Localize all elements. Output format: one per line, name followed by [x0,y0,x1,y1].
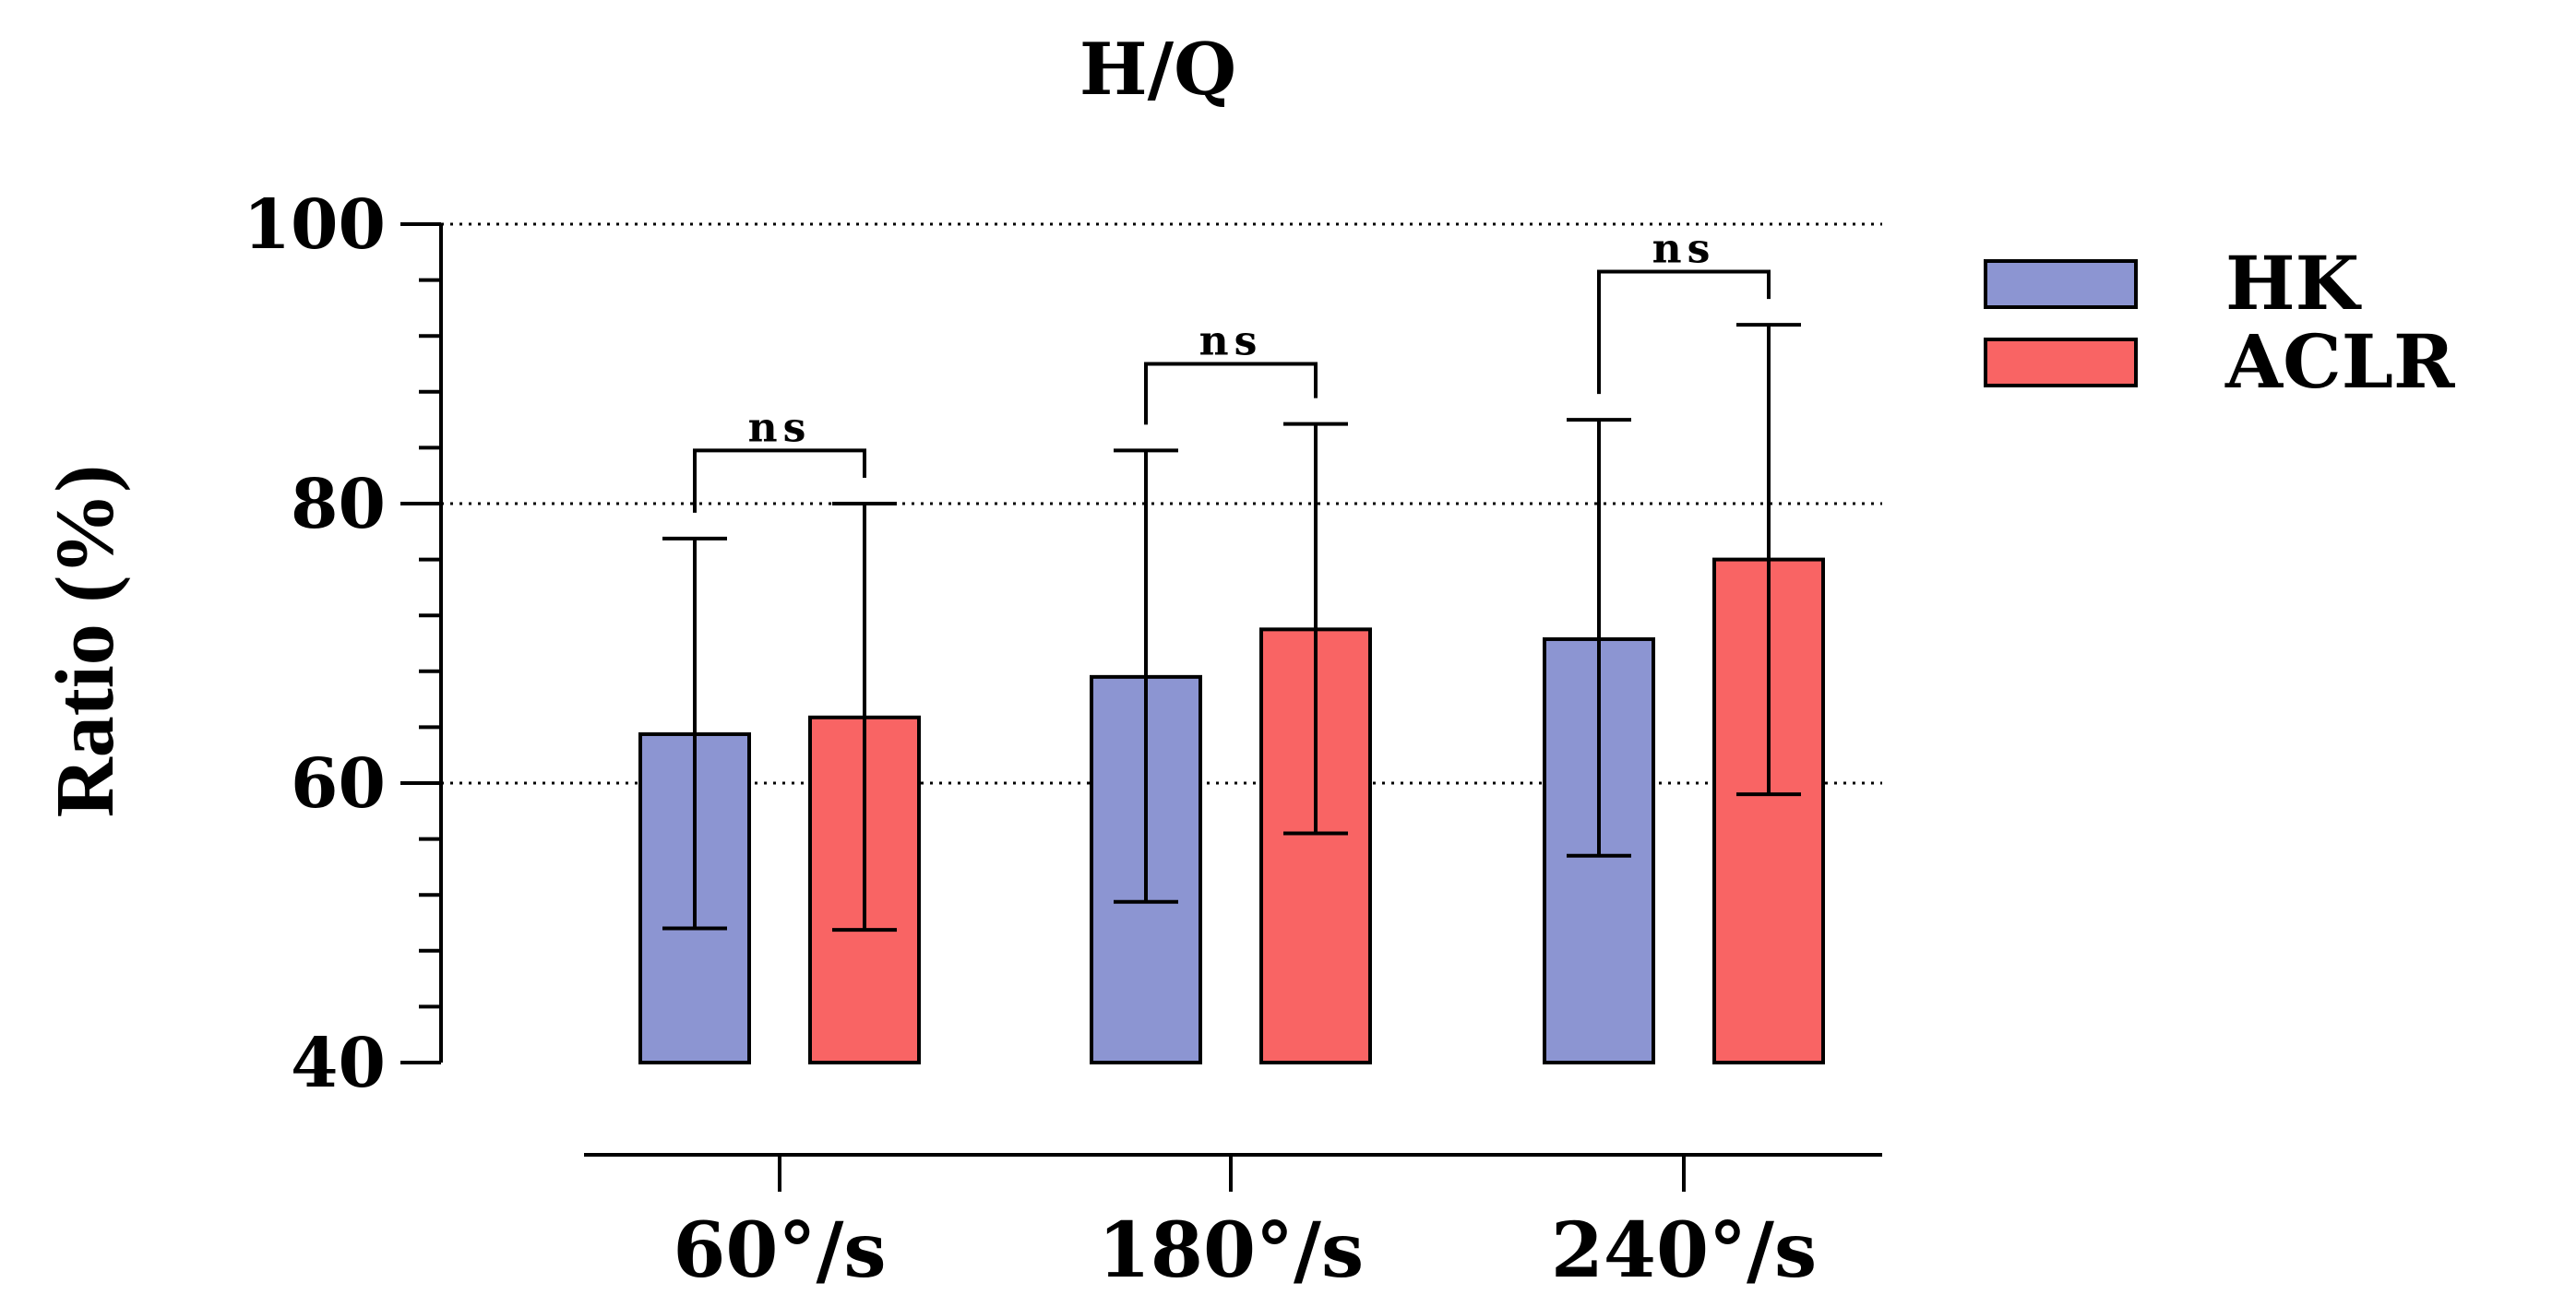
legend-label-aclr: ACLR [2224,318,2455,405]
significance-brackets: ns ns ns [693,226,1771,513]
significance-label: ns [1652,226,1716,273]
y-tick-label: 40 [291,1024,386,1103]
x-tick-label: 60°/s [673,1206,886,1295]
legend-swatch-hk [1984,259,2138,309]
significance-label: ns [748,404,812,451]
significance-bracket [693,448,866,513]
x-tick-label: 180°/s [1098,1206,1364,1295]
significance-bracket [1597,269,1771,395]
bar-aclr [1712,557,1825,1064]
significance-bracket [1144,362,1318,425]
y-axis-label: Ratio (%) [40,465,131,817]
y-tick-label: 80 [291,465,386,544]
x-axis: 60°/s 180°/s 240°/s [584,1153,1882,1295]
error-bars [662,323,1801,933]
y-tick-label: 100 [244,185,386,265]
x-tick-label: 240°/s [1551,1206,1817,1295]
chart-title: H/Q [1079,28,1236,112]
legend-label-hk: HK [2225,240,2362,327]
y-tick-label: 60 [291,744,386,824]
bars [638,557,1825,1065]
significance-label: ns [1199,318,1263,365]
legend-swatch-aclr [1984,338,2138,387]
y-axis: 40 60 80 100 [244,185,443,1103]
